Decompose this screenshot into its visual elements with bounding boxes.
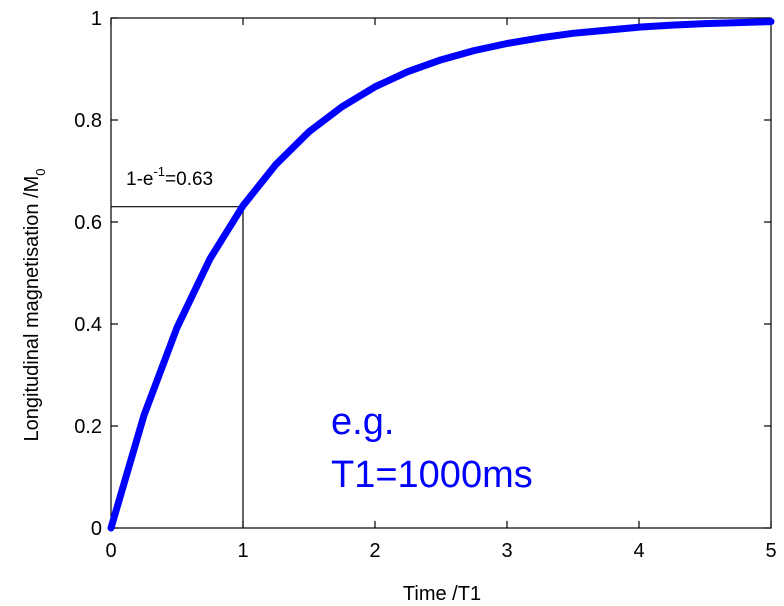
example-note-line-2: T1=1000ms bbox=[331, 454, 533, 496]
x-tick-label: 2 bbox=[369, 540, 380, 562]
annotation-label-superscript: -1 bbox=[153, 164, 165, 179]
annotation-label-rest: =0.63 bbox=[165, 169, 213, 190]
x-axis-title: Time /T1 bbox=[403, 583, 481, 605]
y-tick-label: 0 bbox=[91, 518, 102, 540]
x-tick-label: 0 bbox=[105, 540, 116, 562]
x-tick-label: 3 bbox=[501, 540, 512, 562]
x-tick-label: 4 bbox=[633, 540, 644, 562]
y-tick-label: 0.4 bbox=[74, 314, 102, 336]
annotation-label: 1-e-1=0.63 bbox=[126, 164, 213, 190]
y-tick-label: 0.8 bbox=[74, 110, 102, 132]
y-tick-label: 1 bbox=[91, 8, 102, 30]
series-line bbox=[107, 18, 775, 532]
x-tick-label: 5 bbox=[765, 540, 776, 562]
y-axis-title-subscript: 0 bbox=[33, 169, 48, 176]
plot-area bbox=[110, 17, 772, 529]
y-tick-label: 0.6 bbox=[74, 212, 102, 234]
x-tick-label: 1 bbox=[237, 540, 248, 562]
y-tick-label: 0.2 bbox=[74, 416, 102, 438]
annotation-label-base: 1-e bbox=[126, 169, 153, 190]
y-axis: 0 0.2 0.4 0.6 0.8 1 bbox=[74, 8, 771, 540]
y-axis-title-main: Longitudinal magnetisation /M bbox=[21, 176, 43, 442]
example-note-line-1: e.g. bbox=[331, 401, 394, 443]
y-axis-title: Longitudinal magnetisation /M0 bbox=[21, 169, 48, 442]
